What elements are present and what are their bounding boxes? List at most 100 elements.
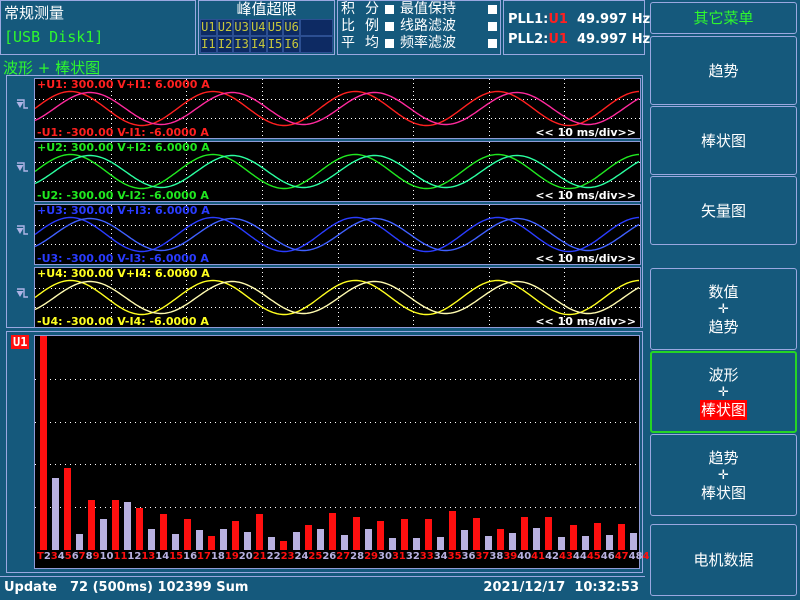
checkbox-line-filter[interactable] [488, 22, 497, 31]
waveform-gridline-vertical [564, 142, 565, 201]
sidebar-item-7[interactable]: 电机数据 [650, 524, 797, 596]
sidebar-item-label: 趋势 [708, 61, 739, 80]
waveform-gridline-vertical [111, 142, 112, 201]
waveform-block-ch1[interactable]: +U1: 300.00 V+I1: 6.0000 A -U1: -300.00 V… [34, 78, 641, 139]
bar-label-32: 32 [405, 551, 420, 562]
waveform-gridline-vertical [413, 205, 414, 264]
waveform-ground-marker-ch1[interactable] [15, 98, 31, 116]
header-bar: 常规测量 [USB Disk1] 峰值超限 U1 U2 U3 U4 U5 U6 … [0, 0, 650, 56]
bar-harmonic-19 [256, 514, 264, 550]
bar-harmonic-36 [461, 530, 469, 550]
waveform-ground-marker-ch2[interactable] [15, 161, 31, 179]
sidebar-item-2[interactable]: 棒状图 [650, 106, 797, 175]
bar-label-9: 9 [92, 551, 100, 562]
bar-label-26: 26 [322, 551, 337, 562]
waveform-block-ch2[interactable]: +U2: 300.00 V+I2: 6.0000 A -U2: -300.00 V… [34, 141, 641, 202]
bar-chart-gridline [35, 422, 639, 423]
waveform-top-scale-label-ch1: +U1: 300.00 V+I1: 6.0000 A [37, 78, 210, 91]
bar-label-34: 34 [433, 551, 448, 562]
peak-cell-i4: I4 [249, 36, 267, 53]
waveform-ground-marker-ch3[interactable] [15, 224, 31, 242]
bar-slot [314, 336, 326, 550]
waveform-top-scale-label-ch3: +U3: 300.00 V+I3: 6.0000 A [37, 204, 210, 217]
bar-harmonic-35 [449, 511, 457, 550]
bar-label-13: 13 [141, 551, 156, 562]
sidebar-item-5[interactable]: 波形 ✛ 棒状图 [650, 351, 797, 433]
sidebar-item-3[interactable]: 矢量图 [650, 176, 797, 245]
bar-slot [483, 336, 495, 550]
waveform-timebase-label[interactable]: << 10 ms/div>> [535, 315, 636, 328]
bar-chart-plot[interactable]: T 2 3 4 5 6 7 8 9 10 11 12 13 14 15 16 17 18 19 20 21 22 23 24 2… [34, 335, 670, 569]
bar-slot [266, 336, 278, 550]
peak-cell-u2: U2 [216, 19, 234, 36]
bar-label-46: 46 [600, 551, 615, 562]
bar-slot [519, 336, 531, 550]
sidebar-item-line2: 棒状图 [699, 399, 747, 420]
waveform-current-trace [35, 91, 640, 126]
bar-harmonic-49 [617, 524, 625, 550]
bar-label-15: 15 [169, 551, 184, 562]
bar-label-44: 44 [572, 551, 587, 562]
option-vcol1-char1: 积 [341, 1, 355, 17]
waveform-gridline-vertical [262, 142, 263, 201]
waveform-gridline-vertical [413, 142, 414, 201]
waveform-timebase-label[interactable]: << 10 ms/div>> [535, 126, 636, 139]
bar-label-41: 41 [531, 551, 546, 562]
bar-harmonic-44 [557, 537, 565, 550]
bar-harmonic-21 [280, 541, 288, 550]
bar-harmonic-12 [172, 534, 180, 550]
bar-slot [182, 336, 194, 550]
bar-chart-x-tick-labels: T 2 3 4 5 6 7 8 9 10 11 12 13 14 15 16 17 18 19 20 21 22 23 24 2… [37, 550, 670, 568]
waveform-gridline-vertical [564, 79, 565, 138]
pll-panel: PLL1:U1 49.997 Hz PLL2:U1 49.997 Hz [503, 0, 650, 55]
peak-cell-u1: U1 [200, 19, 217, 36]
sidebar-item-6[interactable]: 趋势 ✛ 棒状图 [650, 434, 797, 516]
checkbox-ratio-avg-2[interactable] [385, 22, 394, 31]
measurement-mode-panel[interactable]: 常规测量 [USB Disk1] [0, 0, 196, 55]
peak-cell-i1: I1 [200, 36, 217, 53]
bar-harmonic-42 [533, 528, 541, 550]
waveform-block-ch4[interactable]: +U4: 300.00 V+I4: 6.0000 A -U4: -300.00 V… [34, 267, 641, 328]
waveform-ground-marker-ch4[interactable] [15, 287, 31, 305]
checkbox-ratio-avg-3[interactable] [385, 39, 394, 48]
harmonic-bar-chart-area: U1 T 2 3 4 5 6 7 8 9 10 11 12 13 14 15 16 17 18 19 20 21 22 23… [6, 331, 670, 573]
bar-harmonic-50 [629, 533, 637, 550]
checkbox-peak-hold[interactable] [488, 5, 497, 14]
bar-harmonic-9 [135, 508, 143, 550]
waveform-gridline-horizontal [35, 181, 640, 182]
bar-label-18: 18 [210, 551, 225, 562]
bar-harmonic-47 [593, 523, 601, 550]
sidebar-item-4[interactable]: 数值 ✛ 趋势 [650, 268, 797, 350]
pll2-row[interactable]: PLL2:U1 49.997 Hz [508, 32, 651, 47]
bar-slot [121, 336, 133, 550]
checkbox-ratio-avg-1[interactable] [385, 5, 394, 14]
waveform-timebase-label[interactable]: << 10 ms/div>> [535, 252, 636, 265]
waveform-gridline-vertical [413, 268, 414, 327]
bar-slot [157, 336, 169, 550]
sidebar-item-label: 电机数据 [693, 551, 754, 569]
waveform-gridline-vertical [564, 268, 565, 327]
bar-label-31: 31 [391, 551, 406, 562]
waveform-gridline-horizontal [35, 225, 640, 226]
waveform-gridline-horizontal [35, 288, 640, 289]
bar-slot [254, 336, 266, 550]
bar-label-19: 19 [224, 551, 239, 562]
sidebar-item-1[interactable]: 趋势 [650, 36, 797, 105]
peak-cell-u5: U5 [266, 19, 284, 36]
bar-harmonic-37 [473, 518, 481, 550]
bar-chart-source-badge: U1 [11, 335, 30, 349]
status-counter: 72 (500ms) 102399 Sum [70, 580, 249, 595]
pll1-row[interactable]: PLL1:U1 49.997 Hz [508, 12, 651, 27]
option-label-freq-filter: 频率滤波 [400, 35, 456, 51]
bar-harmonic-28 [364, 529, 372, 550]
sidebar-header-other-menu[interactable]: 其它菜单 [650, 2, 797, 34]
sidebar-item-line1: 数值 [708, 282, 739, 301]
bar-harmonic-43 [545, 517, 553, 550]
bar-label-36: 36 [461, 551, 476, 562]
status-date: 2021/12/17 [483, 580, 566, 595]
waveform-timebase-label[interactable]: << 10 ms/div>> [535, 189, 636, 202]
bar-slot [410, 336, 422, 550]
checkbox-freq-filter[interactable] [488, 39, 497, 48]
waveform-block-ch3[interactable]: +U3: 300.00 V+I3: 6.0000 A -U3: -300.00 V… [34, 204, 641, 265]
